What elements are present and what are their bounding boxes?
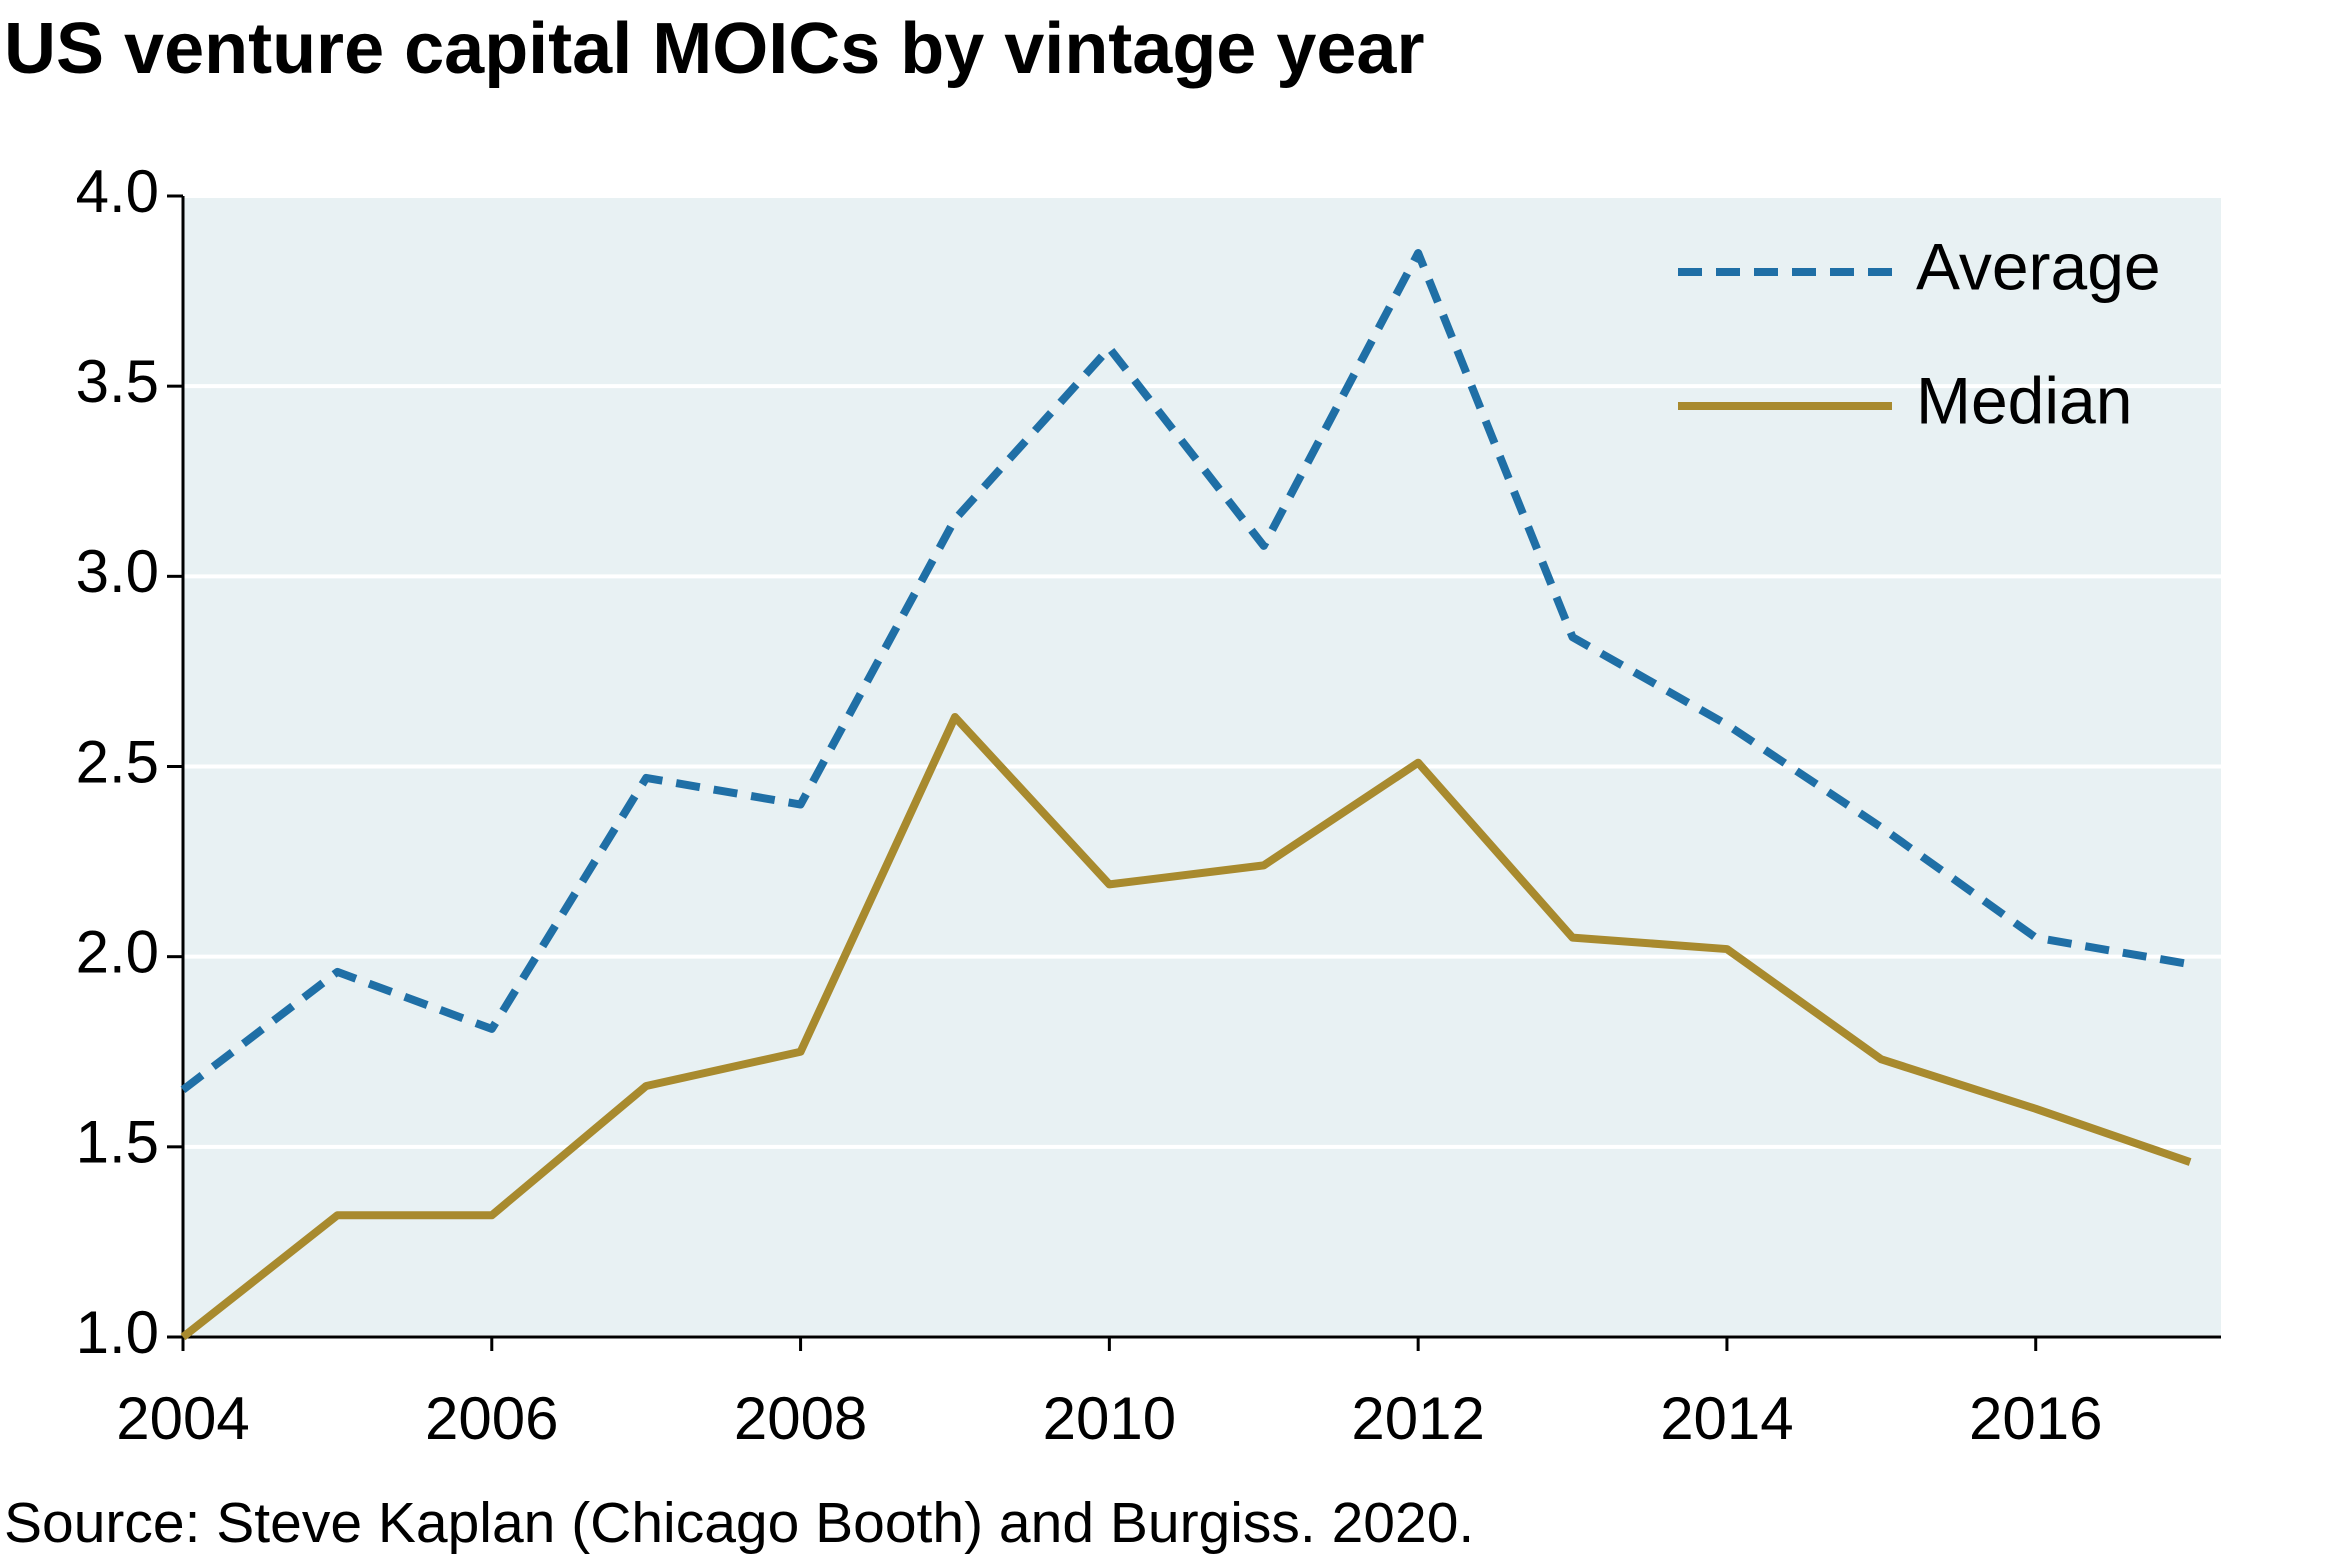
legend-label: Median xyxy=(1916,363,2132,437)
y-tick-label: 3.0 xyxy=(76,538,159,605)
x-tick-label: 2012 xyxy=(1351,1385,1484,1452)
x-tick-label: 2006 xyxy=(425,1385,558,1452)
y-tick-label: 4.0 xyxy=(76,158,159,225)
series-line xyxy=(180,713,2192,1341)
source-note: Source: Steve Kaplan (Chicago Booth) and… xyxy=(4,1491,1474,1555)
x-tick-label: 2014 xyxy=(1660,1385,1793,1452)
x-tick-label: 2016 xyxy=(1969,1385,2102,1452)
y-tick-label: 1.0 xyxy=(76,1299,159,1366)
chart-title: US venture capital MOICs by vintage year xyxy=(4,9,1425,89)
x-tick-label: 2004 xyxy=(116,1385,249,1452)
x-tick-label: 2010 xyxy=(1043,1385,1176,1452)
legend-label: Average xyxy=(1916,229,2161,303)
y-tick-label: 3.5 xyxy=(76,348,159,415)
y-tick-label: 2.5 xyxy=(76,728,159,795)
x-tick-label: 2008 xyxy=(734,1385,867,1452)
y-tick-label: 2.0 xyxy=(76,919,159,986)
series-line xyxy=(180,249,2191,1093)
y-tick-label: 1.5 xyxy=(76,1109,159,1176)
